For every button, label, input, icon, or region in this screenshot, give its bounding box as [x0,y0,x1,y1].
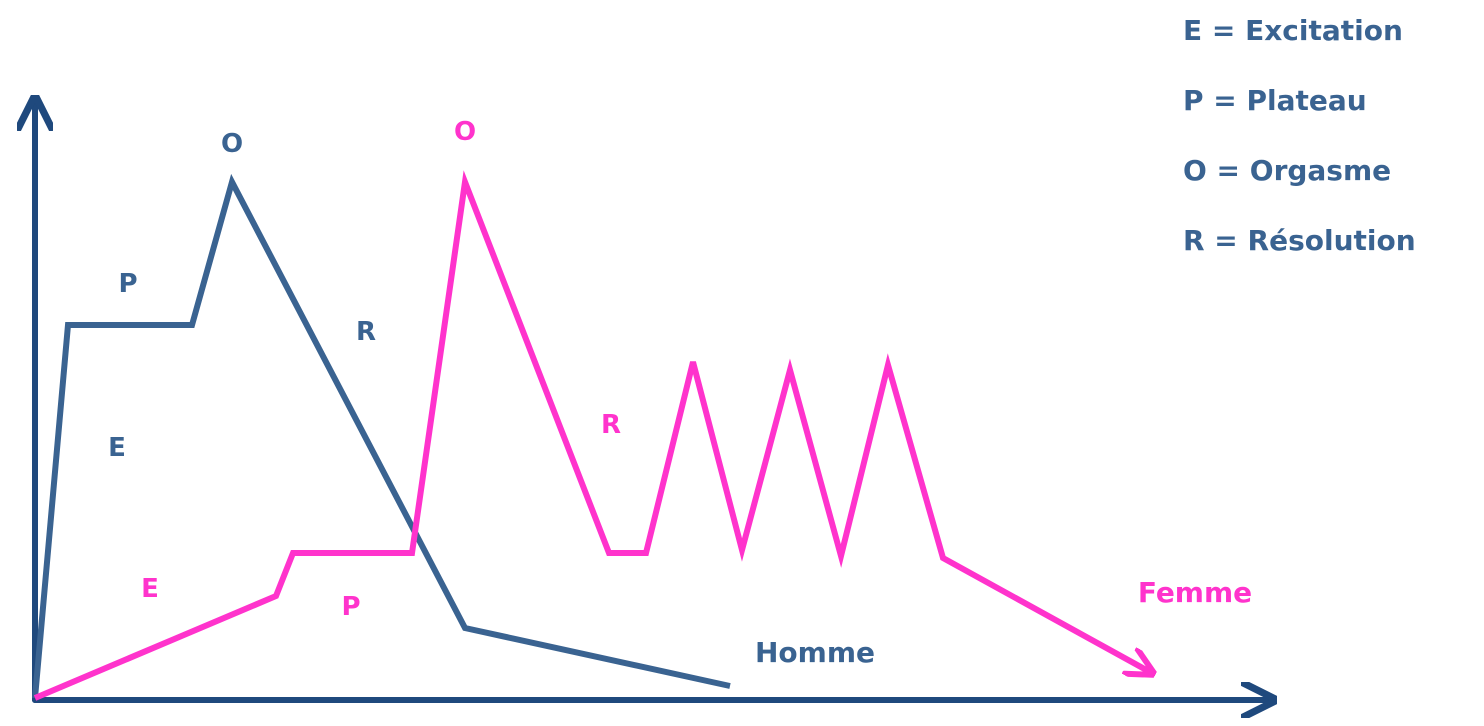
legend-item-excitation: E = Excitation [1183,14,1403,47]
femme-label-e: E [141,574,159,604]
legend-item-resolution: R = Résolution [1183,224,1416,257]
femme-label-o: O [454,117,476,147]
femme-curve [33,170,1150,701]
homme-series-label: Homme [755,636,875,669]
femme-label-r: R [601,410,621,440]
femme-label-p: P [341,592,360,622]
legend-item-plateau: P = Plateau [1183,84,1367,117]
homme-label-o: O [221,129,243,159]
legend-item-orgasme: O = Orgasme [1183,154,1391,187]
femme-series-label: Femme [1138,576,1252,609]
legend: E = Excitation P = Plateau O = Orgasme R… [1183,14,1416,257]
homme-curve [32,173,731,699]
homme-label-r: R [356,317,376,347]
homme-label-p: P [118,269,137,299]
homme-label-e: E [108,433,126,463]
